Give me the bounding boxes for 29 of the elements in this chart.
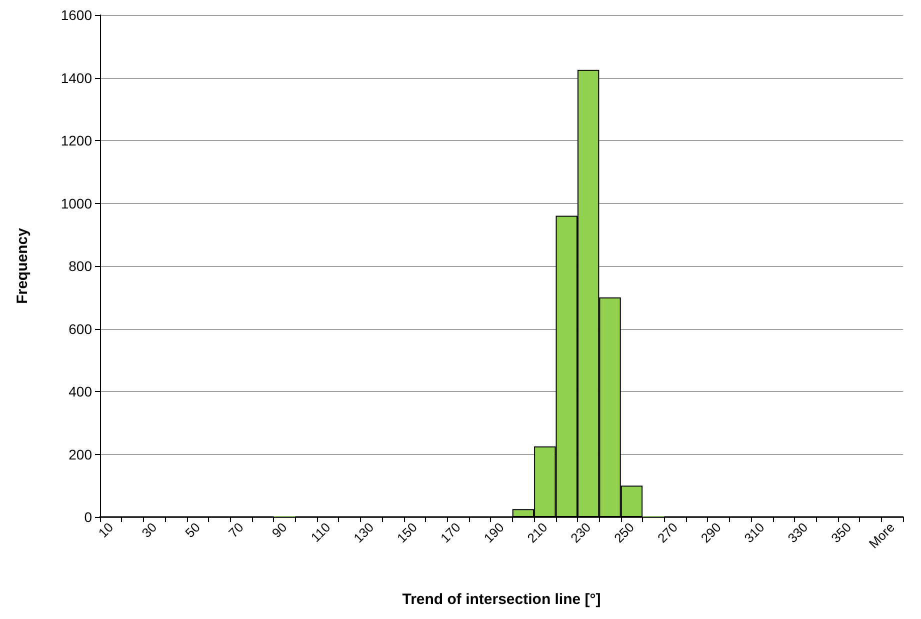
y-tick-label: 600 xyxy=(68,320,92,337)
x-tick-label: 170 xyxy=(437,520,464,546)
y-tick-label: 1400 xyxy=(60,70,92,86)
x-tick-label: 310 xyxy=(741,520,768,546)
y-tick-label: 1200 xyxy=(60,132,92,148)
x-tick-label: 110 xyxy=(308,520,334,545)
x-tick-label: 90 xyxy=(268,520,290,541)
y-tick-label: 1000 xyxy=(60,195,92,212)
x-tick-label: 70 xyxy=(226,520,246,541)
x-tick-label: 50 xyxy=(182,520,203,541)
x-tick-label: 270 xyxy=(654,520,680,546)
x-tick-label: 250 xyxy=(611,520,638,546)
y-axis-title: Frequency xyxy=(14,227,31,304)
x-axis-title: Trend of intersection line [°] xyxy=(402,591,601,608)
x-tick-label: 190 xyxy=(480,520,507,546)
x-tick-label: 230 xyxy=(568,520,594,546)
x-tick-label: 210 xyxy=(524,520,550,546)
y-tick-label: 0 xyxy=(84,509,92,525)
y-tick-label: 800 xyxy=(68,258,92,274)
x-tick-label: 150 xyxy=(394,520,420,546)
x-tick-label: 290 xyxy=(698,520,724,546)
x-tick-label: 130 xyxy=(350,520,377,546)
y-tick-label: 400 xyxy=(68,384,92,400)
x-tick-label: 30 xyxy=(138,520,160,541)
x-tick-label: 10 xyxy=(95,520,116,541)
x-tick-label: 350 xyxy=(828,520,854,546)
y-tick-label: 1600 xyxy=(60,7,92,23)
y-tick-label: 200 xyxy=(68,446,92,462)
x-tick-label: 330 xyxy=(784,520,811,546)
